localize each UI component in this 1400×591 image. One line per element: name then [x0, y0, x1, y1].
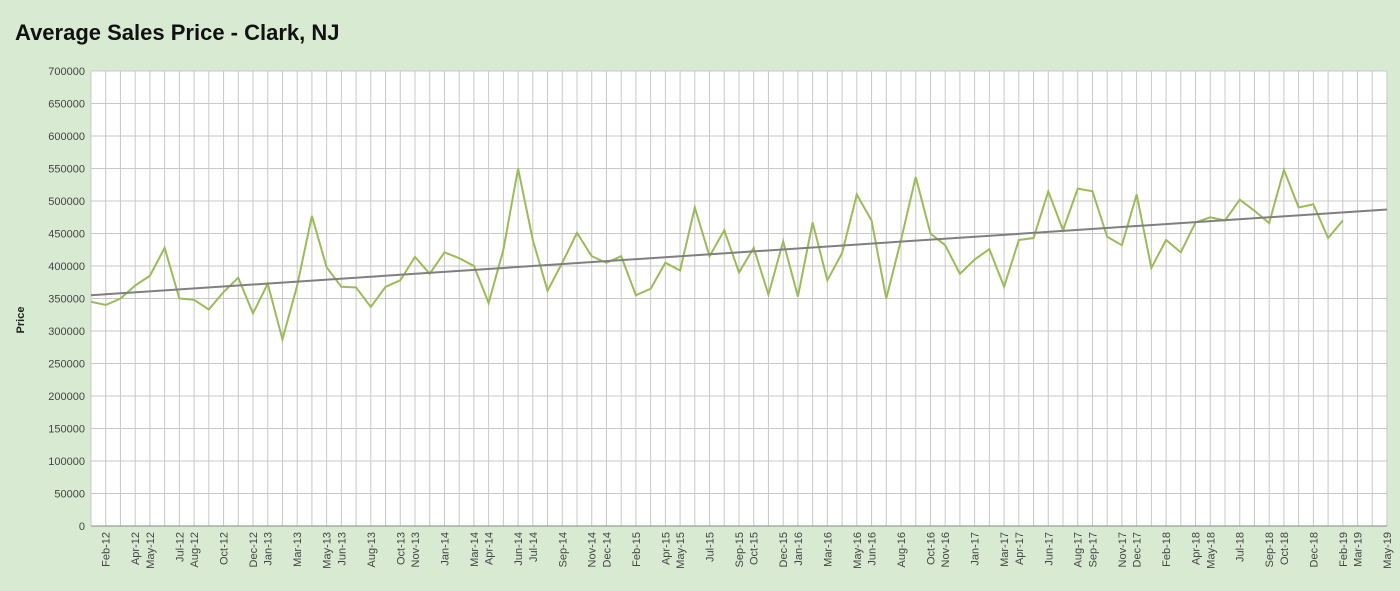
y-tick-label: 500000 [48, 196, 85, 208]
y-tick-label: 0 [79, 521, 85, 533]
x-tick-label: Dec-18 [1308, 532, 1320, 567]
x-tick-label: Oct-18 [1279, 532, 1291, 565]
y-tick-label: 400000 [48, 261, 85, 273]
x-tick-label: May-16 [852, 532, 864, 569]
y-tick-label: 700000 [48, 66, 85, 78]
x-tick-label: Sep-18 [1264, 532, 1276, 567]
x-tick-label: Jul-12 [174, 532, 186, 562]
x-tick-label: Mar-19 [1353, 532, 1365, 567]
x-tick-label: May-12 [145, 532, 157, 569]
x-tick-label: Mar-13 [292, 532, 304, 567]
chart-title: Average Sales Price - Clark, NJ [15, 20, 339, 45]
x-tick-label: Jan-17 [970, 532, 982, 566]
x-tick-label: Apr-14 [484, 532, 496, 565]
x-tick-label: Dec-17 [1132, 532, 1144, 567]
y-tick-label: 550000 [48, 164, 85, 176]
x-tick-label: Sep-15 [734, 532, 746, 567]
x-tick-label: Feb-18 [1161, 532, 1173, 567]
y-tick-label: 600000 [48, 131, 85, 143]
x-tick-label: Nov-16 [940, 532, 952, 567]
y-tick-label: 350000 [48, 294, 85, 306]
x-tick-label: Apr-15 [660, 532, 672, 565]
y-axis-label: Price [15, 307, 27, 334]
x-tick-label: Aug-16 [896, 532, 908, 567]
trend-line [90, 208, 1388, 297]
x-tick-label: Mar-16 [822, 532, 834, 567]
x-tick-label: Aug-17 [1073, 532, 1085, 567]
x-tick-label: Jul-18 [1235, 532, 1247, 562]
x-tick-label: Aug-13 [366, 532, 378, 567]
x-tick-label: Sep-14 [557, 532, 569, 567]
x-tick-label: Oct-16 [925, 532, 937, 565]
x-tick-label: Nov-14 [587, 532, 599, 567]
x-tick-label: Mar-14 [469, 532, 481, 567]
x-tick-label: Jul-15 [705, 532, 717, 562]
y-tick-label: 50000 [54, 489, 85, 501]
x-tick-label: Aug-12 [189, 532, 201, 567]
x-tick-label: Jan-13 [263, 532, 275, 566]
x-tick-label: Dec-12 [248, 532, 260, 567]
y-tick-label: 250000 [48, 359, 85, 371]
x-tick-label: Apr-17 [1014, 532, 1026, 565]
x-tick-label: Oct-15 [749, 532, 761, 565]
x-tick-label: Oct-12 [219, 532, 231, 565]
x-tick-label: Sep-17 [1087, 532, 1099, 567]
x-tick-label: Feb-15 [631, 532, 643, 567]
y-tick-label: 300000 [48, 326, 85, 338]
x-tick-label: Jun-17 [1043, 532, 1055, 566]
x-tick-label: Mar-17 [999, 532, 1011, 567]
x-tick-label: Jan-14 [439, 532, 451, 566]
x-tick-label: Feb-19 [1338, 532, 1350, 567]
x-tick-label: Apr-18 [1191, 532, 1203, 565]
x-tick-label: Jun-16 [867, 532, 879, 566]
data-line [90, 166, 1344, 344]
y-tick-label: 650000 [48, 99, 85, 111]
x-tick-label: Feb-12 [101, 532, 113, 567]
y-tick-label: 100000 [48, 456, 85, 468]
x-tick-label: Jan-16 [793, 532, 805, 566]
x-tick-label: May-15 [675, 532, 687, 569]
x-tick-label: Dec-15 [778, 532, 790, 567]
x-tick-label: May-13 [322, 532, 334, 569]
y-tick-label: 450000 [48, 229, 85, 241]
x-tick-label: May-19 [1382, 532, 1394, 569]
x-tick-label: Jun-13 [336, 532, 348, 566]
x-tick-label: Nov-17 [1117, 532, 1129, 567]
x-tick-label: Jun-14 [513, 532, 525, 566]
x-tick-label: Dec-14 [601, 532, 613, 567]
x-tick-label: Apr-12 [130, 532, 142, 565]
x-tick-label: May-18 [1205, 532, 1217, 569]
x-tick-label: Jul-14 [528, 532, 540, 562]
x-tick-label: Nov-13 [410, 532, 422, 567]
y-tick-label: 150000 [48, 424, 85, 436]
y-tick-label: 200000 [48, 391, 85, 403]
x-tick-label: Oct-13 [395, 532, 407, 565]
